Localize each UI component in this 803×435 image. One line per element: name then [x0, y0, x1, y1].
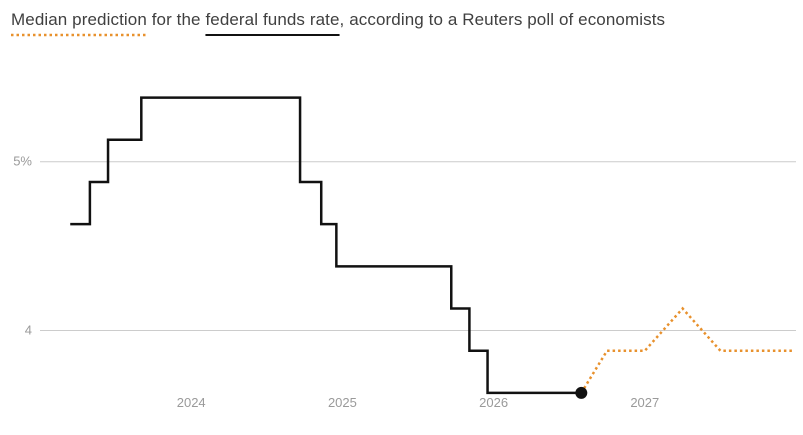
x-tick-label: 2024: [177, 395, 206, 410]
chart-title: Median prediction for the federal funds …: [11, 10, 665, 30]
x-tick-label: 2027: [630, 395, 659, 410]
series-line-actual: [70, 96, 582, 395]
y-tick-label: 4: [25, 322, 32, 337]
series-line-forecast: [580, 306, 793, 394]
y-tick-label: 5%: [13, 154, 32, 169]
x-tick-label: 2025: [328, 395, 357, 410]
title-source: , according to a Reuters poll of economi…: [339, 10, 666, 29]
title-median-prediction: Median prediction: [11, 10, 147, 29]
x-tick-label: 2026: [479, 395, 508, 410]
title-federal-funds-rate: federal funds rate: [205, 10, 340, 29]
title-connector: for the: [146, 10, 206, 29]
latest-point-marker: [575, 386, 588, 399]
